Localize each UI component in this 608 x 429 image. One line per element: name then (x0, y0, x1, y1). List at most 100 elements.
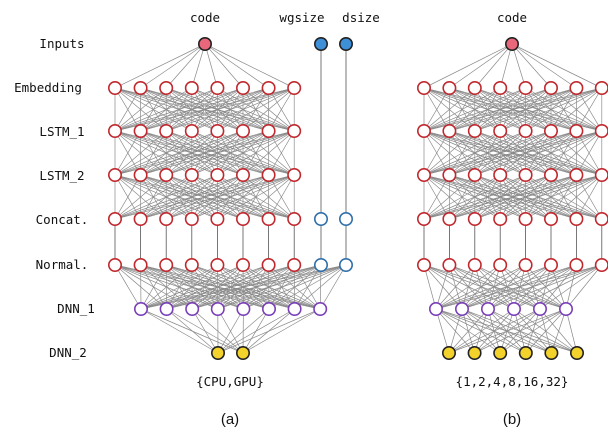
panel-a-edge-lstm2-concat (166, 174, 295, 220)
panel-a-normal-node-3 (159, 257, 174, 272)
panel-b-dnn1-node-4 (506, 301, 521, 316)
panel-b-edge-embedding-lstm1 (500, 87, 602, 132)
panel-a-normal-aux-node-2 (338, 257, 353, 272)
panel-a-embedding-node-8 (287, 81, 302, 96)
panel-a-edge-input (165, 43, 206, 89)
panel-b-edge-input (499, 43, 513, 89)
panel-a-lstm-1-node-6 (236, 124, 251, 139)
panel-b-normal-node-3 (467, 257, 482, 272)
panel-a-normal-node-5 (210, 257, 225, 272)
panel-a-edge-lstm1-lstm2 (114, 130, 218, 176)
panel-a-edge-dnn1-dnn2 (166, 308, 219, 354)
panel-b-embedding-node-2 (442, 81, 457, 96)
panel-b-code-input-node (504, 36, 519, 51)
layer-label-lstm-1: LSTM_1 (39, 124, 84, 139)
panel-b-lstm-1-node-5 (518, 124, 533, 139)
panel-a-edge-embedding-lstm1 (166, 87, 295, 132)
panel-b-edge-lstm1-lstm2 (423, 130, 476, 176)
panel-b-edge-dnn1-dnn2 (474, 308, 567, 354)
panel-a-output-node-1 (211, 345, 226, 360)
panel-b-output-node-2 (467, 345, 482, 360)
panel-a-lstm-2-node-4 (184, 168, 199, 183)
panel-b-concat-node-4 (493, 212, 508, 227)
panel-b-embedding-node-7 (569, 81, 584, 96)
panel-b-edge-normal-dnn1 (435, 264, 501, 310)
layer-label-inputs: Inputs (39, 36, 84, 51)
panel-a-lstm-1-node-4 (184, 124, 199, 139)
panel-a-embedding-node-2 (133, 81, 148, 96)
panel-a-lstm-1-node-1 (108, 124, 123, 139)
panel-b-edge-lstm2-concat (474, 174, 602, 220)
panel-a-lstm-2-node-7 (261, 168, 276, 183)
panel-a-lstm-2-node-3 (159, 168, 174, 183)
panel-b-edge-normal-dnn1 (513, 264, 602, 310)
panel-b-edge-embedding-lstm1 (423, 87, 501, 132)
panel-b-output-node-6 (569, 345, 584, 360)
panel-a-edge-normal-dnn1 (140, 264, 167, 310)
panel-a-concat-node-8 (287, 212, 302, 227)
panel-b-edge-dnn1-dnn2 (448, 308, 567, 354)
panel-b-edge-dnn1-dnn2 (565, 308, 578, 354)
panel-b-lstm-2-node-5 (518, 168, 533, 183)
panel-a-concat-node-7 (261, 212, 276, 227)
panel-a-normal-node-4 (184, 257, 199, 272)
panel-a-code-input-node (198, 36, 213, 51)
panel-b-lstm-1-node-1 (416, 124, 431, 139)
panel-b-edge-lstm2-concat (423, 174, 501, 220)
panel-b-output-node-4 (518, 345, 533, 360)
panel-a-edge-embedding-lstm1 (114, 87, 218, 132)
layer-label-embedding: Embedding (14, 80, 82, 95)
panel-a-edge-embedding-lstm1 (114, 87, 192, 132)
edges-layer (114, 43, 603, 354)
panel-a-edge-input (204, 43, 269, 89)
panel-a-edge-lstm2-concat (242, 174, 295, 220)
panel-a-dsize-label: dsize (342, 10, 380, 25)
panel-a-normal-node-7 (261, 257, 276, 272)
panel-a-concat-node-5 (210, 212, 225, 227)
panel-b-edge-normal-dnn1 (435, 264, 526, 310)
panel-b-concat-node-7 (569, 212, 584, 227)
layer-label-dnn-1: DNN_1 (57, 301, 95, 316)
panel-b-edge-dnn1-dnn2 (525, 308, 567, 354)
panel-a-edge-lstm1-lstm2 (114, 130, 167, 176)
panel-b-edge-input (511, 43, 526, 89)
panel-a-normal-aux-node-1 (313, 257, 328, 272)
panel-b-caption: (b) (503, 411, 521, 428)
panel-a-lstm-1-node-2 (133, 124, 148, 139)
panel-a-edge-lstm1-lstm2 (114, 130, 244, 176)
panel-b-lstm-1-node-7 (569, 124, 584, 139)
panel-b-concat-node-5 (518, 212, 533, 227)
panel-b-normal-node-2 (442, 257, 457, 272)
panel-b-edge-lstm1-lstm2 (474, 130, 602, 176)
panel-a-edge-input (204, 43, 244, 89)
layer-label-lstm-2: LSTM_2 (39, 168, 84, 183)
panel-b-lstm-1-node-6 (543, 124, 558, 139)
panel-a-embedding-node-3 (159, 81, 174, 96)
panel-a-dnn1-node-5 (236, 301, 251, 316)
panel-a-embedding-node-6 (236, 81, 251, 96)
panel-b-normal-node-5 (518, 257, 533, 272)
panel-a-edge-normal-dnn1 (192, 264, 347, 310)
panel-b-edge-dnn1-dnn2 (500, 308, 567, 354)
panel-b-edge-dnn1-dnn2 (448, 308, 541, 354)
panel-b-edge-input (511, 43, 602, 89)
panel-b-normal-node-6 (543, 257, 558, 272)
panel-a-aux-input-node-1 (313, 36, 328, 51)
panel-a-edge-embedding-lstm1 (114, 87, 269, 132)
panel-a-edge-embedding-lstm1 (242, 87, 295, 132)
panel-b-lstm-2-node-3 (467, 168, 482, 183)
panel-b-edge-normal-dnn1 (487, 264, 602, 310)
panel-a-edge-normal-dnn1 (319, 264, 347, 310)
panel-a-normal-node-8 (287, 257, 302, 272)
panel-a-code-label: code (190, 10, 220, 25)
panel-b-dnn1-node-3 (480, 301, 495, 316)
panel-b-edge-normal-dnn1 (565, 264, 603, 310)
panel-b-embedding-node-5 (518, 81, 533, 96)
panel-b-edge-dnn1-dnn2 (435, 308, 450, 354)
panel-b-edge-embedding-lstm1 (474, 87, 602, 132)
panel-a-edge-normal-dnn1 (294, 264, 347, 310)
panel-a-edge-lstm1-lstm2 (242, 130, 295, 176)
panel-a-edge-normal-dnn1 (217, 264, 347, 310)
panel-b-edge-lstm1-lstm2 (449, 130, 602, 176)
